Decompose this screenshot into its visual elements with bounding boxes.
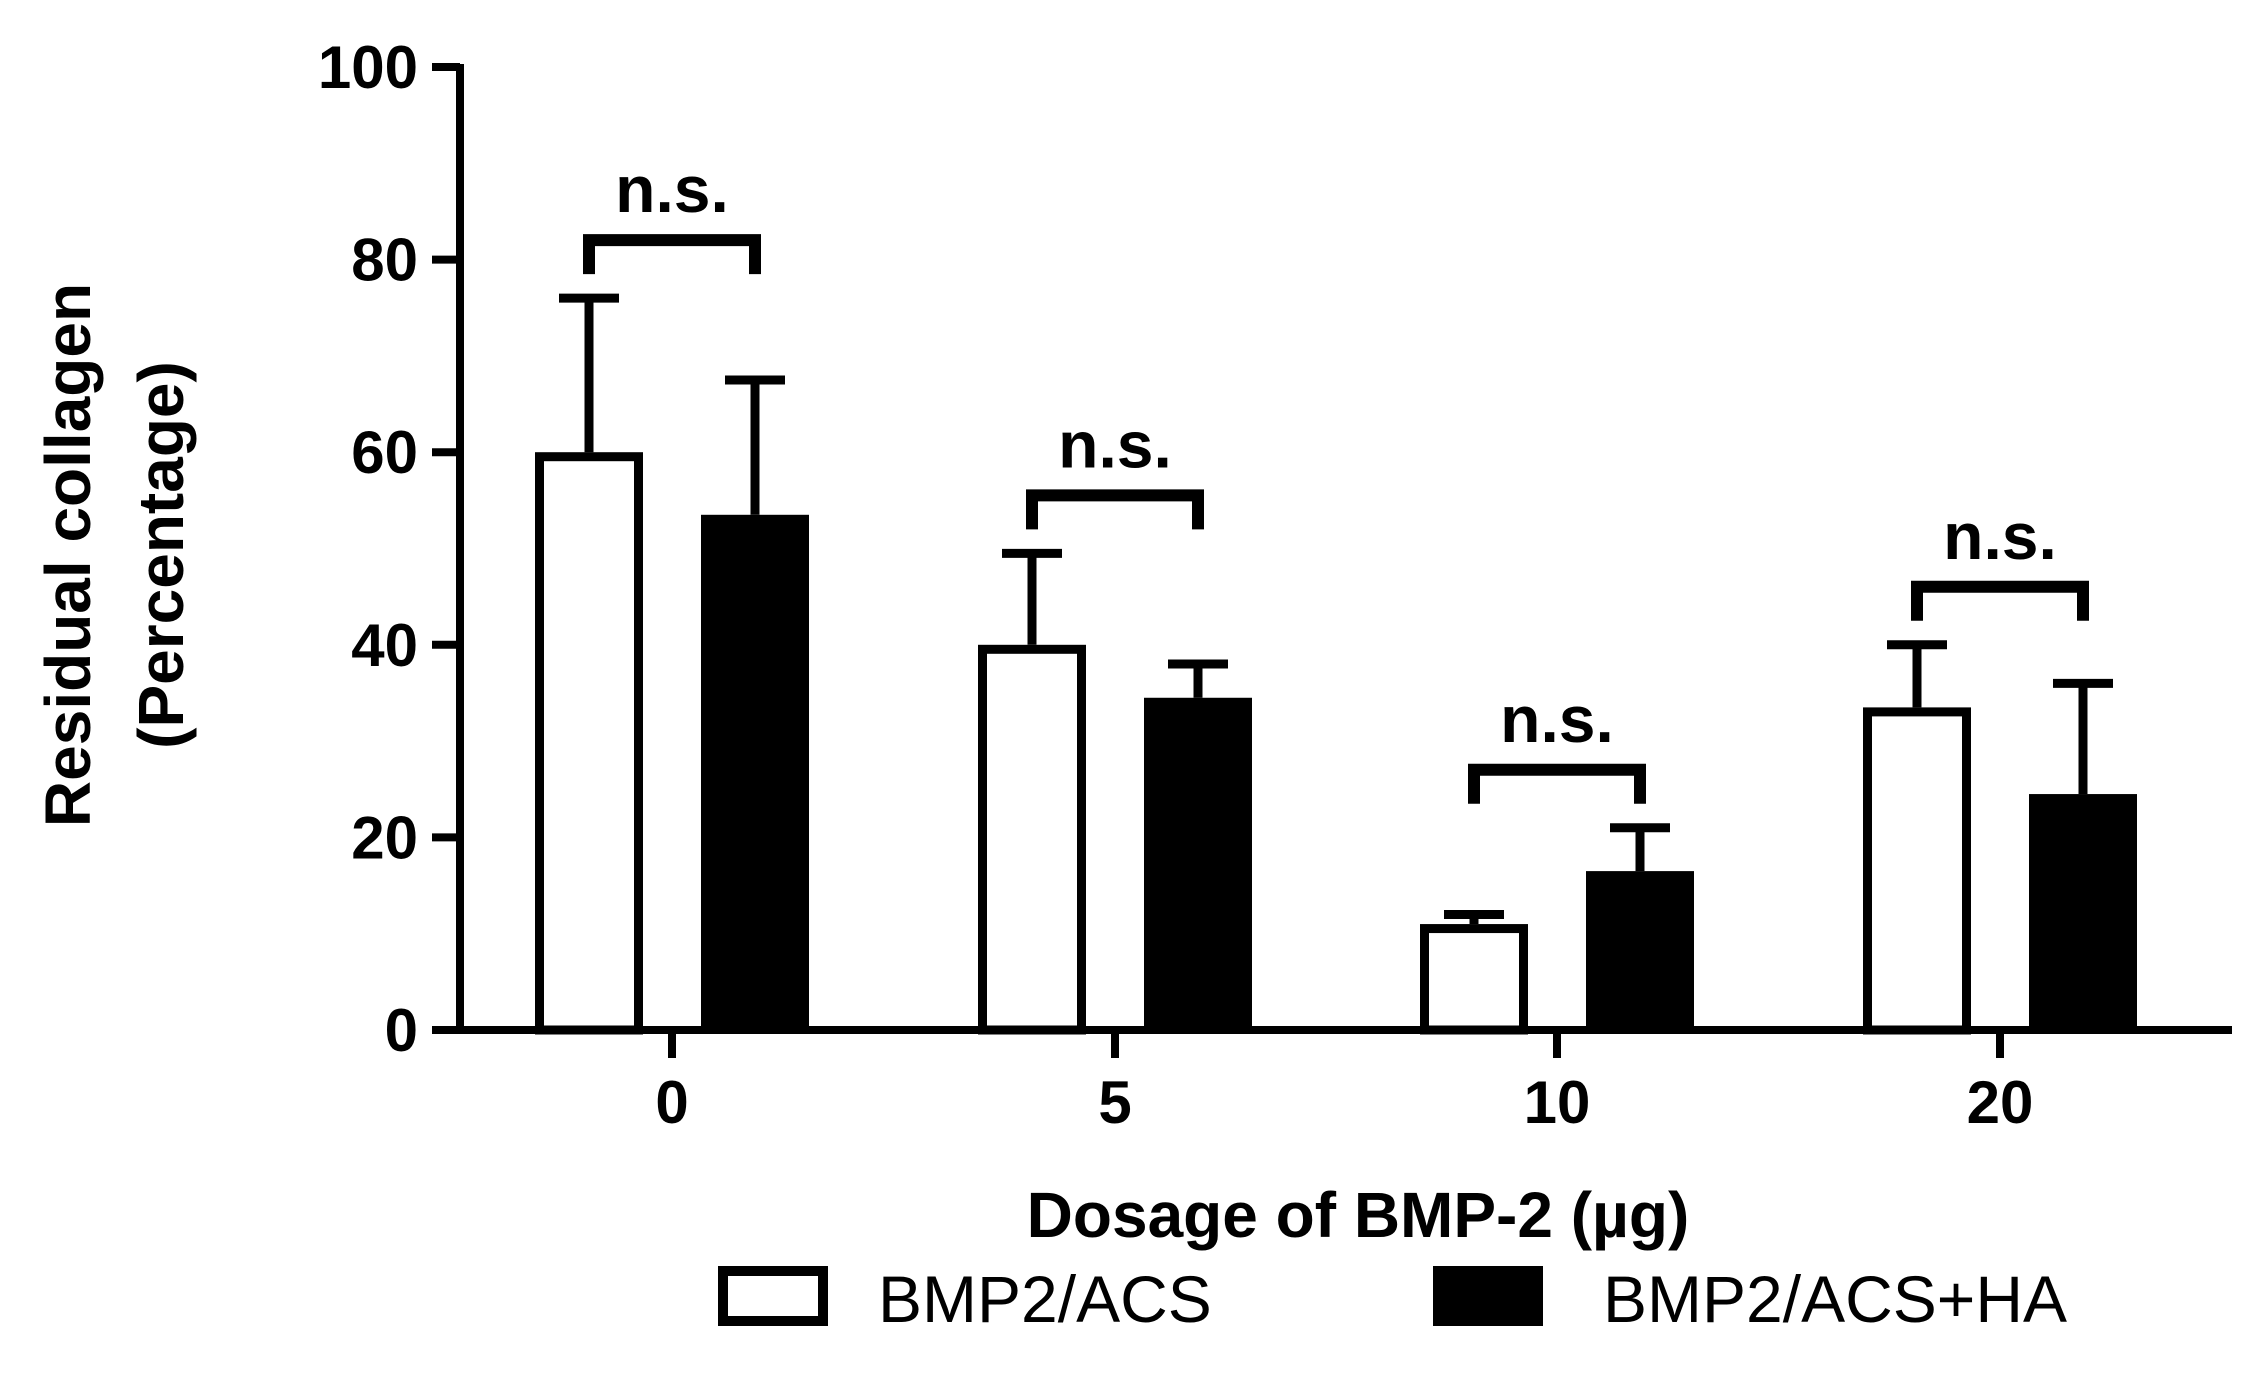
significance-label: n.s. (1943, 499, 2057, 573)
significance-bracket (1468, 763, 1646, 804)
y-axis-title-line-1: Residual collagen (32, 283, 104, 827)
legend: BMP2/ACS BMP2/ACS+HA (718, 1262, 2067, 1336)
significance-label: n.s. (615, 152, 729, 226)
chart-labels: Residual collagen (Percentage) Dosage of… (32, 283, 1689, 1251)
legend-label-bmp2-acs: BMP2/ACS (878, 1262, 1212, 1336)
bar-bmp2-acs-ha (701, 514, 809, 1030)
y-tick-label: 60 (351, 419, 418, 486)
chart-axes: 0 20 40 60 80 100 0 5 10 20 (318, 34, 2232, 1136)
y-axis-title-line-2: (Percentage) (125, 361, 197, 749)
significance-label: n.s. (1058, 407, 1172, 481)
chart-marks: n.s. n.s. n.s. n.s. (535, 152, 2137, 1035)
x-tick-label: 10 (1524, 1069, 1591, 1136)
y-tick-label: 40 (351, 612, 418, 679)
x-tick-label: 20 (1967, 1069, 2034, 1136)
x-tick-label: 5 (1098, 1069, 1131, 1136)
significance-bracket (1911, 580, 2089, 621)
bar-bmp2-acs-ha (1586, 871, 1694, 1030)
x-tick-label: 0 (655, 1069, 688, 1136)
significance-bracket (1026, 489, 1204, 530)
legend-swatch-bmp2-acs (718, 1266, 828, 1326)
significance-bracket (583, 234, 761, 275)
y-tick-label: 20 (351, 804, 418, 871)
bar-bmp2-acs-ha (1144, 697, 1252, 1030)
bar-bmp2-acs (1420, 924, 1528, 1035)
significance-label: n.s. (1500, 682, 1614, 756)
bar-bmp2-acs-ha (2029, 794, 2137, 1030)
y-tick-label: 80 (351, 227, 418, 294)
legend-swatch-bmp2-acs-ha (1433, 1266, 1543, 1326)
bar-bmp2-acs (535, 452, 643, 1035)
bar-bmp2-acs (978, 644, 1086, 1035)
x-axis-title: Dosage of BMP-2 (µg) (1027, 1179, 1690, 1251)
y-tick-label: 0 (385, 997, 418, 1064)
legend-label-bmp2-acs-ha: BMP2/ACS+HA (1603, 1262, 2067, 1336)
bar-bmp2-acs (1863, 707, 1971, 1035)
y-tick-label: 100 (318, 34, 418, 101)
